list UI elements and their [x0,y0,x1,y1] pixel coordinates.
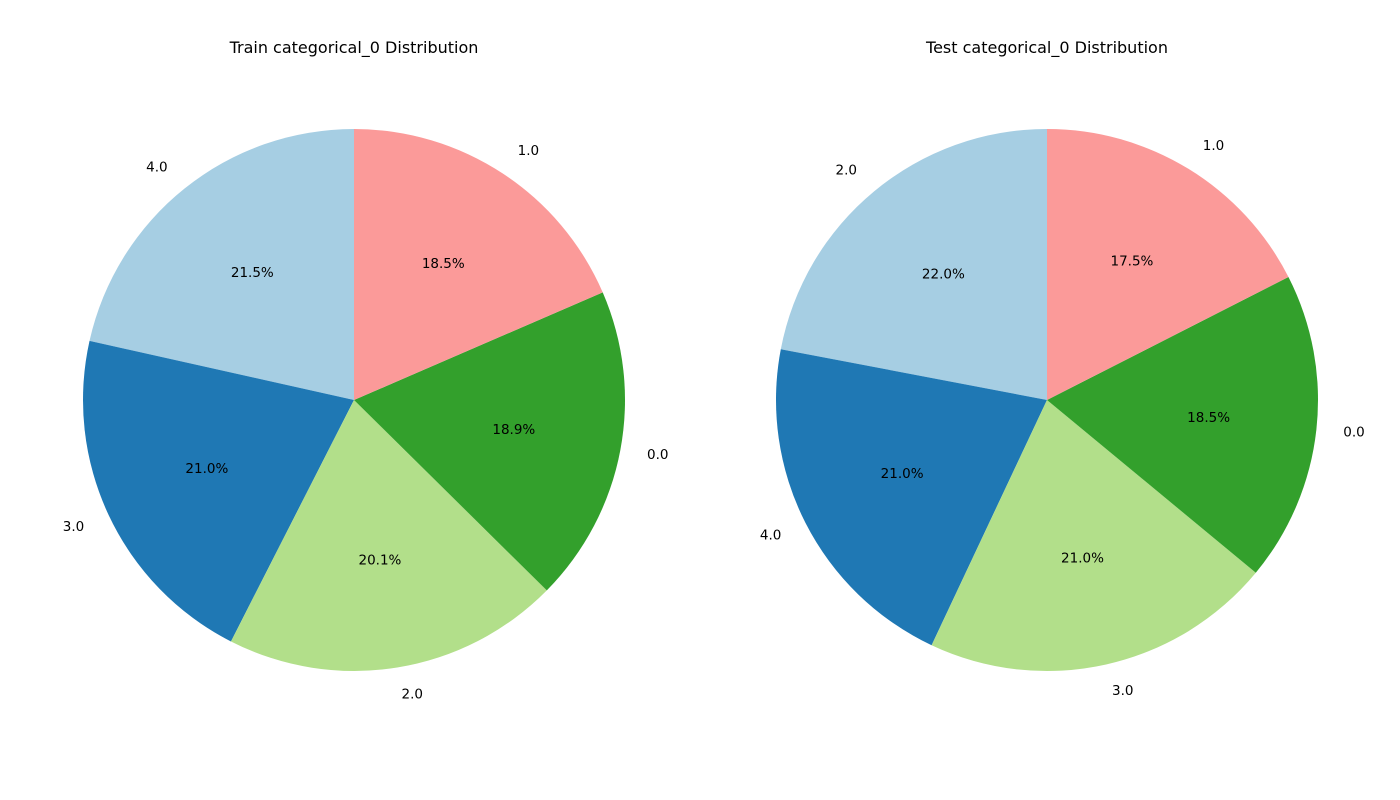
test-category-label-3-0: 3.0 [1112,683,1133,699]
train-category-label-0-0: 0.0 [647,447,668,463]
train-pie-chart: 21.5% 4.0 21.0% 3.0 20.1% 2.0 18.9% 0.0 18.5% 1.0… [63,38,669,702]
train-pct-label-3-0: 21.0% [185,461,228,477]
train-slice-0-0 [354,292,625,591]
train-slice-1-0 [354,129,603,400]
test-pct-label-1-0: 17.5% [1111,253,1154,269]
test-pct-label-0-0: 18.5% [1187,410,1230,426]
test-chart-title: Test categorical_0 Distribution [925,38,1168,58]
train-slice-2-0 [230,400,547,671]
train-category-label-3-0: 3.0 [63,519,84,535]
test-category-label-0-0: 0.0 [1343,425,1364,441]
test-slice-2-0 [780,129,1047,400]
train-category-label-1-0: 1.0 [518,143,539,159]
train-chart-title: Train categorical_0 Distribution [229,38,479,58]
train-pct-label-4-0: 21.5% [231,265,274,281]
test-slice-4-0 [776,349,1047,646]
train-slice-4-0 [89,129,355,400]
train-pct-label-2-0: 20.1% [358,553,401,569]
train-slice-3-0 [82,340,354,642]
test-category-label-1-0: 1.0 [1203,138,1224,154]
test-pct-label-3-0: 21.0% [1061,551,1104,567]
test-slice-3-0 [931,400,1256,671]
test-slice-0-0 [1047,276,1318,573]
train-pct-label-1-0: 18.5% [422,256,465,272]
test-pct-label-4-0: 21.0% [881,466,924,482]
test-slice-1-0 [1047,129,1289,400]
test-category-label-4-0: 4.0 [760,527,781,543]
test-pie-chart: 22.0% 2.0 21.0% 4.0 21.0% 3.0 18.5% 0.0 17.5% 1.0… [760,38,1365,699]
train-pct-label-0-0: 18.9% [492,422,535,438]
test-category-label-2-0: 2.0 [835,162,856,178]
train-category-label-4-0: 4.0 [146,159,167,175]
train-category-label-2-0: 2.0 [402,686,423,702]
test-pct-label-2-0: 22.0% [922,267,965,283]
